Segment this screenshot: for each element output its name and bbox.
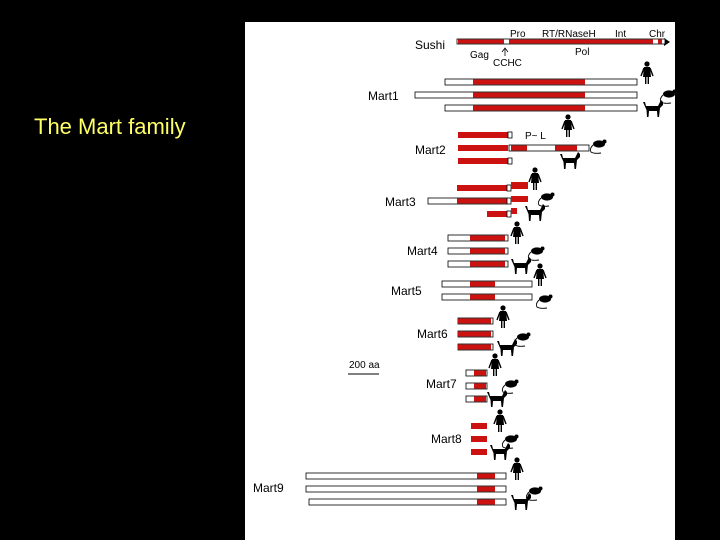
label-mart2: Mart2 [415,143,446,157]
header-pro: Pro [510,29,526,40]
label-mart8: Mart8 [431,432,462,446]
label-pol: Pol [575,47,589,58]
mouse-icon [501,434,519,449]
sushi-track [456,38,666,45]
mart2-tracks [458,131,590,165]
human-icon [510,220,524,245]
dog-icon [560,152,580,169]
mouse-icon [535,294,553,309]
mouse-icon [527,246,545,261]
mart8-tracks [471,423,487,455]
header-int: Int [615,29,626,40]
mart6-tracks [457,317,494,351]
dog-icon [525,204,545,221]
label-sushi: Sushi [415,38,445,52]
dog-icon [487,390,507,407]
mart5-tracks [441,280,533,301]
label-mart1: Mart1 [368,89,399,103]
human-icon [510,456,524,481]
label-mart6: Mart6 [417,327,448,341]
header-rt-rnaseh: RT/RNaseH [542,29,596,40]
mart-family-diagram: Pro RT/RNaseH Int Chr Sushi Gag CCHC Pol… [245,22,675,540]
dog-icon [497,339,517,356]
label-gag: Gag [470,50,489,61]
mart3-tracks [427,182,528,218]
mart1-tracks [414,78,638,112]
human-icon [640,60,654,85]
mart7-tracks [465,369,488,403]
header-chr: Chr [649,29,666,40]
human-icon [496,304,510,329]
dog-icon [490,443,510,460]
human-icon [561,113,575,138]
label-mart3: Mart3 [385,195,416,209]
dog-icon [511,257,531,274]
label-mart5: Mart5 [391,284,422,298]
human-icon [528,166,542,191]
dog-icon [643,100,663,117]
label-cchc: CCHC [493,58,522,69]
mouse-icon [659,89,675,104]
dog-icon [511,493,531,510]
scale-label: 200 aa [349,360,380,371]
human-icon [533,262,547,287]
label-mart7: Mart7 [426,377,457,391]
label-mart9: Mart9 [253,481,284,495]
slide-title: The Mart family [34,114,186,139]
mouse-icon [513,332,531,347]
mouse-icon [589,139,607,154]
label-pp: P~ L [525,131,546,142]
mart4-tracks [447,234,509,268]
label-mart4: Mart4 [407,244,438,258]
mouse-icon [537,192,555,207]
human-icon [488,352,502,377]
mart9-tracks [305,472,507,506]
human-icon [493,408,507,433]
